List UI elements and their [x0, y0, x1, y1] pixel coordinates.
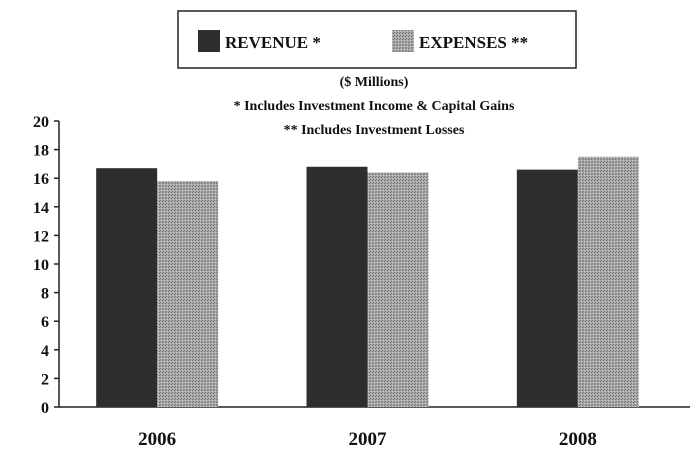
y-tick-label: 14 — [33, 200, 49, 217]
bar-expenses-2006 — [157, 181, 219, 407]
revenue-footnote: * Includes Investment Income & Capital G… — [234, 99, 515, 114]
x-tick-label: 2008 — [559, 429, 597, 449]
y-tick-label: 2 — [41, 371, 49, 388]
expenses-footnote: ** Includes Investment Losses — [284, 123, 465, 138]
x-axis-labels: 2006 2007 2008 — [138, 429, 597, 449]
y-tick-label: 6 — [41, 314, 49, 331]
units-note: ($ Millions) — [340, 75, 409, 90]
legend-label-expenses: EXPENSES ** — [419, 33, 528, 52]
bar-revenue-2008 — [516, 169, 578, 407]
legend-swatch-expenses — [392, 30, 414, 52]
y-tick-label: 10 — [33, 257, 49, 274]
legend-swatch-revenue — [198, 30, 220, 52]
y-tick-label: 0 — [41, 400, 49, 417]
legend-box — [177, 10, 577, 69]
bar-revenue-2007 — [306, 166, 368, 407]
bar-expenses-2007 — [367, 172, 429, 407]
bar-expenses-2008 — [577, 156, 639, 407]
y-tick-label: 12 — [33, 228, 49, 245]
y-tick-label: 20 — [33, 114, 49, 131]
y-axis-ticks: 0 2 4 6 8 10 12 14 16 18 20 — [33, 114, 59, 417]
legend-label-revenue: REVENUE * — [225, 33, 321, 52]
x-tick-label: 2006 — [138, 429, 176, 449]
legend: REVENUE * EXPENSES ** — [177, 10, 577, 69]
y-tick-label: 18 — [33, 143, 49, 160]
y-tick-label: 16 — [33, 171, 49, 188]
x-tick-label: 2007 — [349, 429, 388, 449]
bars — [96, 156, 639, 407]
bar-revenue-2006 — [96, 168, 158, 407]
y-tick-label: 4 — [41, 343, 49, 360]
chart-notes: ($ Millions) * Includes Investment Incom… — [234, 75, 515, 138]
y-tick-label: 8 — [41, 286, 49, 303]
